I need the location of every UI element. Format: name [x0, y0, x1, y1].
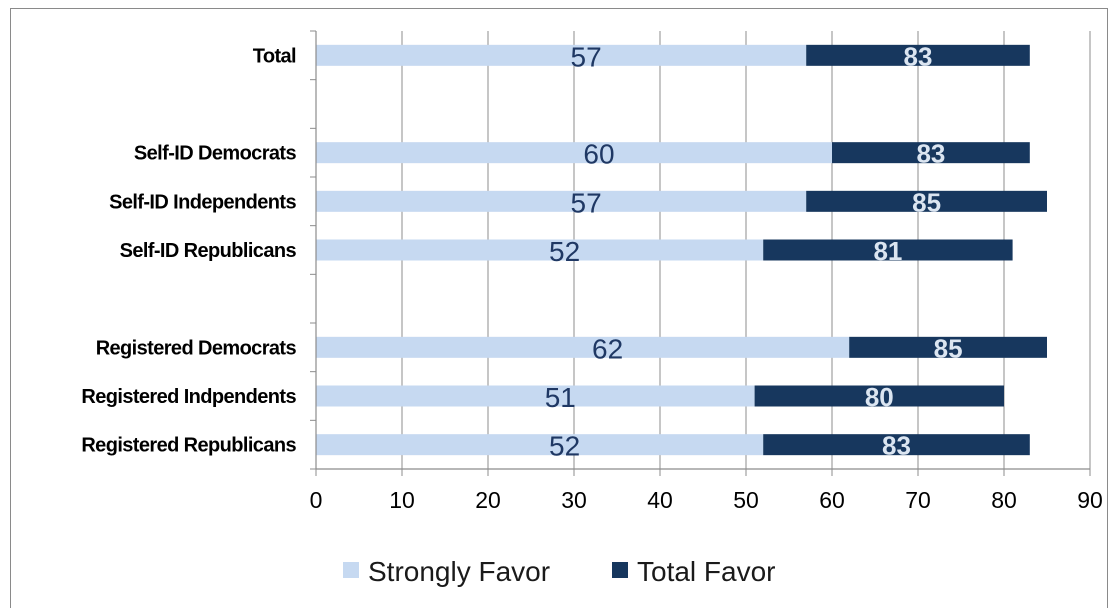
data-label-total-favor: 85 — [912, 187, 941, 217]
x-tick-label: 10 — [389, 487, 415, 513]
bar-total-favor — [806, 190, 1047, 212]
data-label-strongly-favor: 57 — [571, 187, 602, 218]
bar-strongly-favor — [316, 142, 832, 164]
category-label: Self-ID Republicans — [120, 240, 297, 262]
bar-total-favor — [849, 336, 1047, 358]
category-label: Self-ID Independents — [109, 191, 296, 213]
bar-total-favor — [754, 385, 1004, 407]
x-tick-label: 80 — [991, 487, 1017, 513]
legend-swatch-total-favor — [612, 562, 628, 578]
bar-strongly-favor — [316, 239, 764, 261]
category-label: Total — [253, 45, 296, 67]
x-tick-label: 20 — [475, 487, 501, 513]
x-tick-label: 40 — [647, 487, 673, 513]
legend-label-total-favor: Total Favor — [637, 556, 776, 587]
legend-swatch-strongly-favor — [343, 562, 359, 578]
x-tick-label: 30 — [561, 487, 587, 513]
x-tick-label: 50 — [733, 487, 759, 513]
data-label-total-favor: 81 — [873, 236, 902, 266]
category-label: Registered Democrats — [96, 337, 297, 359]
category-label: Self-ID Democrats — [134, 143, 297, 165]
data-label-total-favor: 80 — [865, 382, 894, 412]
data-label-strongly-favor: 57 — [571, 41, 602, 72]
category-label: Registered Republicans — [81, 435, 296, 457]
bar-strongly-favor — [316, 190, 807, 212]
bar-total-favor — [763, 434, 1030, 456]
x-tick-label: 90 — [1077, 487, 1103, 513]
chart-frame — [10, 8, 1108, 608]
bar-strongly-favor — [316, 336, 850, 358]
bar-strongly-favor — [316, 434, 764, 456]
data-label-total-favor: 85 — [934, 333, 963, 363]
data-label-strongly-favor: 52 — [549, 236, 580, 267]
bar-strongly-favor — [316, 385, 755, 407]
bar-total-favor — [763, 239, 1013, 261]
data-label-strongly-favor: 62 — [592, 333, 623, 364]
data-label-total-favor: 83 — [916, 139, 945, 169]
data-label-strongly-favor: 52 — [549, 431, 580, 462]
x-tick-label: 0 — [310, 487, 323, 513]
bar-total-favor — [832, 142, 1030, 164]
data-label-total-favor: 83 — [882, 431, 911, 461]
category-label: Registered Indpendents — [81, 386, 296, 408]
legend-label-strongly-favor: Strongly Favor — [368, 556, 550, 587]
bar-total-favor — [806, 44, 1030, 66]
data-label-strongly-favor: 51 — [545, 382, 576, 413]
data-label-strongly-favor: 60 — [583, 139, 614, 170]
x-tick-label: 70 — [905, 487, 931, 513]
x-tick-label: 60 — [819, 487, 845, 513]
bar-strongly-favor — [316, 44, 807, 66]
data-label-total-favor: 83 — [904, 41, 933, 71]
